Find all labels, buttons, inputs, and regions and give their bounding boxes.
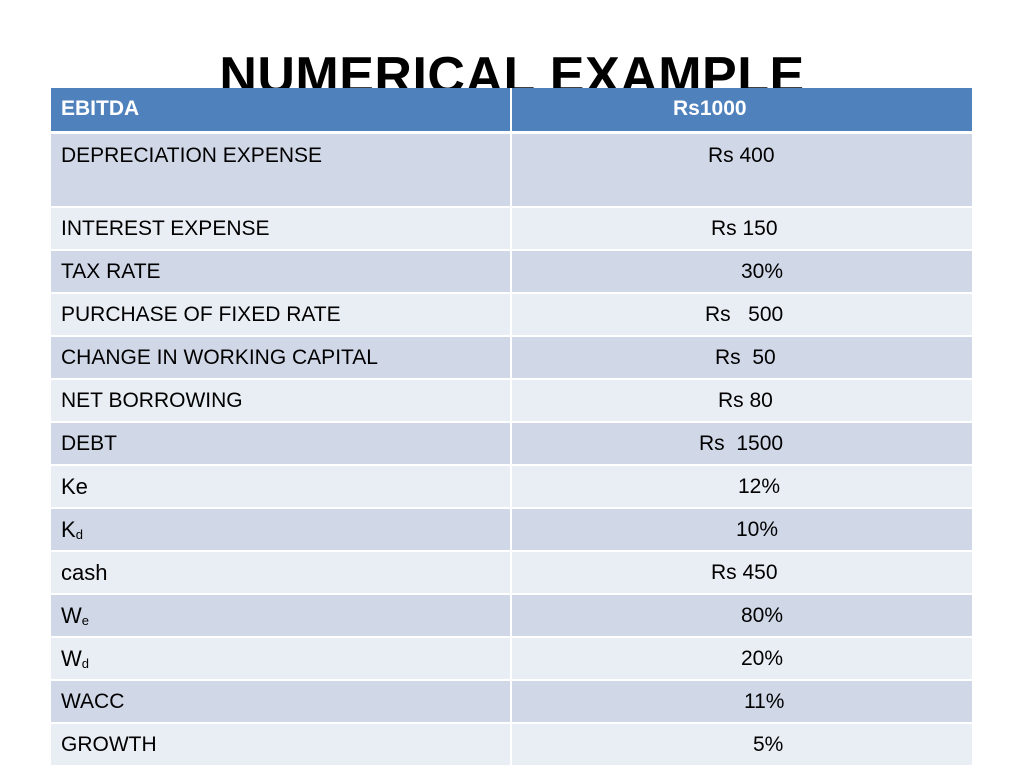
row-label: WACC [51, 680, 512, 724]
row-value-text: Rs 500 [705, 302, 784, 326]
row-label: NET BORROWING [51, 379, 512, 423]
table-header-row: EBITDA Rs1000 [51, 88, 974, 134]
header-label: EBITDA [51, 88, 512, 134]
row-value-text: Rs 450 [711, 560, 778, 584]
row-label-subscript: d [75, 526, 83, 542]
table-row: Ke 12% [51, 465, 974, 509]
header-value: Rs1000 [511, 88, 974, 134]
row-value-text: Rs 1500 [699, 431, 784, 455]
row-value-text: Rs 400 [708, 143, 775, 167]
row-label-subscript: e [81, 612, 89, 628]
row-value: 30% [511, 250, 974, 294]
row-label: PURCHASE OF FIXED RATE [51, 293, 512, 337]
data-table: EBITDA Rs1000 DEPRECIATION EXPENSE Rs 40… [51, 88, 974, 767]
row-label-main: W [61, 602, 82, 628]
row-value-text: 11% [744, 689, 785, 713]
table-row: CHANGE IN WORKING CAPITAL Rs 50 [51, 336, 974, 380]
row-label: Ke [51, 465, 512, 509]
row-value: 11% [511, 680, 974, 724]
row-label: Wd [51, 637, 512, 681]
row-value-text: 80% [741, 603, 784, 627]
row-label: DEPRECIATION EXPENSE [51, 132, 512, 208]
table-row: PURCHASE OF FIXED RATE Rs 500 [51, 293, 974, 337]
row-value: 10% [511, 508, 974, 552]
row-value-text: 10% [736, 517, 779, 541]
row-label: Kd [51, 508, 512, 552]
row-label-main: K [61, 516, 76, 542]
table-row: NET BORROWING Rs 80 [51, 379, 974, 423]
row-value: 5% [511, 723, 974, 767]
table-row: WACC 11% [51, 680, 974, 724]
row-value-text: Rs 50 [715, 345, 776, 369]
row-value-text: 5% [753, 732, 784, 756]
row-value: Rs 450 [511, 551, 974, 595]
row-label: TAX RATE [51, 250, 512, 294]
row-label-main: W [61, 645, 82, 671]
row-value-text: 20% [741, 646, 784, 670]
table-row: We 80% [51, 594, 974, 638]
row-label-subscript: d [81, 655, 89, 671]
table-row: INTEREST EXPENSE Rs 150 [51, 207, 974, 251]
row-value-text: 12% [738, 474, 781, 498]
row-value: Rs 400 [511, 132, 974, 208]
row-label: CHANGE IN WORKING CAPITAL [51, 336, 512, 380]
header-value-text: Rs1000 [673, 97, 747, 121]
row-label: INTEREST EXPENSE [51, 207, 512, 251]
row-label: DEBT [51, 422, 512, 466]
table-row: DEPRECIATION EXPENSE Rs 400 [51, 132, 974, 208]
row-label: GROWTH [51, 723, 512, 767]
row-value: Rs 500 [511, 293, 974, 337]
row-value: 20% [511, 637, 974, 681]
row-value-text: 30% [741, 259, 784, 283]
table-row: GROWTH 5% [51, 723, 974, 767]
row-value: Rs 1500 [511, 422, 974, 466]
table-row: TAX RATE 30% [51, 250, 974, 294]
row-value: Rs 150 [511, 207, 974, 251]
table-row: Wd 20% [51, 637, 974, 681]
row-value: Rs 80 [511, 379, 974, 423]
row-label: We [51, 594, 512, 638]
row-value: 80% [511, 594, 974, 638]
row-value: 12% [511, 465, 974, 509]
table-row: cash Rs 450 [51, 551, 974, 595]
row-value-text: Rs 80 [718, 388, 773, 412]
row-value: Rs 50 [511, 336, 974, 380]
row-label: cash [51, 551, 512, 595]
table-row: DEBT Rs 1500 [51, 422, 974, 466]
table-row: Kd 10% [51, 508, 974, 552]
row-value-text: Rs 150 [711, 216, 778, 240]
